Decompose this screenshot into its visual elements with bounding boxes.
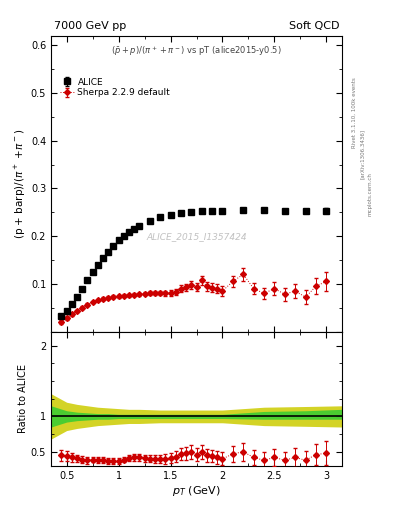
Text: [arXiv:1306.3436]: [arXiv:1306.3436] (360, 129, 365, 179)
Text: Soft QCD: Soft QCD (288, 22, 339, 31)
Text: mcplots.cern.ch: mcplots.cern.ch (367, 173, 373, 217)
Y-axis label: Ratio to ALICE: Ratio to ALICE (18, 364, 28, 433)
Text: ALICE_2015_I1357424: ALICE_2015_I1357424 (146, 232, 247, 241)
Text: $(\bar{p}+p)/(\pi^++\pi^-)$ vs pT (alice2015-y0.5): $(\bar{p}+p)/(\pi^++\pi^-)$ vs pT (alice… (111, 45, 282, 58)
X-axis label: $p_T$ (GeV): $p_T$ (GeV) (172, 483, 221, 498)
Text: Rivet 3.1.10, 100k events: Rivet 3.1.10, 100k events (352, 77, 357, 148)
Legend: ALICE, Sherpa 2.2.9 default: ALICE, Sherpa 2.2.9 default (59, 76, 172, 99)
Y-axis label: (p + barp)/($\pi^+$ +$\pi^-$): (p + barp)/($\pi^+$ +$\pi^-$) (13, 129, 28, 239)
Text: 7000 GeV pp: 7000 GeV pp (54, 22, 126, 31)
